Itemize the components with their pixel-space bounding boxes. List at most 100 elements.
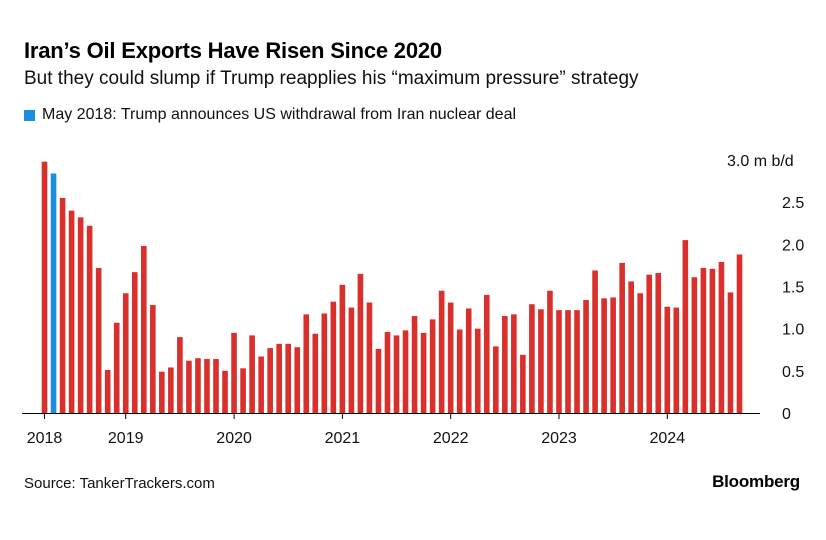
bar xyxy=(222,370,228,413)
bar xyxy=(321,313,328,413)
bar xyxy=(77,217,84,413)
bar xyxy=(186,360,192,413)
bar xyxy=(736,254,743,413)
bar xyxy=(249,335,255,413)
x-tick-label: 2020 xyxy=(216,430,252,447)
x-tick-label: 2018 xyxy=(27,430,63,447)
bar xyxy=(267,348,273,413)
bar xyxy=(700,267,707,413)
bar xyxy=(610,297,616,413)
x-tick-label: 2023 xyxy=(541,430,577,447)
bar xyxy=(447,302,454,413)
bar xyxy=(195,358,201,413)
y-tick-label: 0.5 xyxy=(782,364,804,381)
bar xyxy=(122,293,129,413)
bar xyxy=(204,359,210,413)
bar xyxy=(213,359,219,413)
bar xyxy=(339,284,346,413)
bar xyxy=(59,197,66,413)
x-tick-label: 2021 xyxy=(325,430,361,447)
bar xyxy=(529,304,535,413)
bar xyxy=(168,367,174,413)
bar xyxy=(348,307,355,413)
bar xyxy=(682,240,689,413)
bar xyxy=(393,335,400,413)
y-tick-label: 0 xyxy=(782,406,791,423)
bar xyxy=(637,293,644,413)
bar xyxy=(402,330,409,413)
bar xyxy=(258,356,264,413)
bar xyxy=(357,273,364,413)
y-tick-label: 1.5 xyxy=(782,280,804,297)
bar xyxy=(465,308,472,413)
bar xyxy=(619,262,625,413)
bar xyxy=(547,290,553,413)
bar xyxy=(474,328,481,413)
bar xyxy=(240,368,246,413)
y-tick-label: 2.5 xyxy=(782,195,804,212)
bar xyxy=(565,310,571,413)
bar xyxy=(86,225,93,413)
bar xyxy=(709,268,716,413)
bar xyxy=(493,346,499,413)
bar xyxy=(95,267,102,413)
bar xyxy=(511,314,517,413)
bar xyxy=(420,332,427,413)
bar xyxy=(628,281,634,413)
bar xyxy=(131,272,138,413)
bar xyxy=(502,316,508,413)
bar xyxy=(104,369,111,413)
bar xyxy=(583,299,589,413)
bar xyxy=(177,337,183,413)
bar xyxy=(592,270,598,413)
bar xyxy=(646,274,653,413)
bar xyxy=(312,333,319,413)
bar xyxy=(574,310,580,413)
legend-swatch xyxy=(24,109,35,121)
bloomberg-logo: Bloomberg xyxy=(712,472,800,491)
bar xyxy=(438,290,445,413)
legend-label: May 2018: Trump announces US withdrawal … xyxy=(42,106,517,123)
bar xyxy=(68,210,75,413)
bar xyxy=(520,354,526,413)
bar xyxy=(673,307,680,413)
x-tick-label: 2019 xyxy=(108,430,144,447)
bar xyxy=(727,292,734,413)
bar xyxy=(483,294,490,413)
chart-title: Iran’s Oil Exports Have Risen Since 2020 xyxy=(24,38,442,63)
bar xyxy=(655,273,662,413)
bar xyxy=(384,332,391,413)
legend: May 2018: Trump announces US withdrawal … xyxy=(24,106,516,124)
bar xyxy=(141,246,147,413)
bar xyxy=(294,347,301,413)
bar xyxy=(113,322,120,413)
bar xyxy=(285,343,292,413)
bar xyxy=(664,306,671,413)
bar xyxy=(41,161,48,413)
bar xyxy=(538,309,544,413)
bar xyxy=(375,348,382,413)
bar xyxy=(691,277,698,413)
bar xyxy=(429,319,436,413)
y-tick-label: 1.0 xyxy=(782,322,804,339)
bar xyxy=(330,301,337,413)
bar-highlight xyxy=(50,173,57,413)
bar xyxy=(411,316,418,413)
bar xyxy=(231,332,237,413)
y-tick-label: 2.0 xyxy=(782,237,804,254)
bar xyxy=(456,329,463,413)
bar xyxy=(150,305,156,413)
x-tick-label: 2024 xyxy=(650,430,686,447)
source-note: Source: TankerTrackers.com xyxy=(24,475,215,492)
chart-subtitle: But they could slump if Trump reapplies … xyxy=(24,68,639,89)
bar xyxy=(366,302,373,413)
bar xyxy=(601,298,607,413)
bar xyxy=(303,314,310,413)
bar xyxy=(159,371,165,413)
bar xyxy=(276,343,282,413)
y-tick-label: 3.0 m b/d xyxy=(727,153,794,170)
x-tick-label: 2022 xyxy=(433,430,469,447)
bar xyxy=(718,262,725,413)
bar xyxy=(556,310,562,413)
